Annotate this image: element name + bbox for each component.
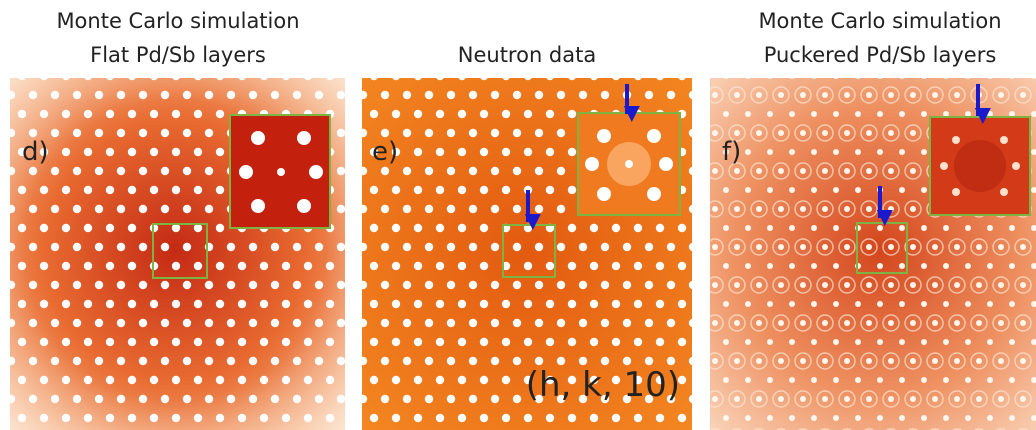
panel-e: Neutron data e) (h, k, 10) bbox=[362, 43, 692, 430]
panel-title: Monte Carlo simulation bbox=[56, 9, 299, 33]
inset bbox=[578, 113, 680, 215]
panel-f: Monte Carlo simulation Puckered Pd/Sb la… bbox=[710, 9, 1036, 430]
panel-label: f) bbox=[722, 137, 741, 167]
panel-title: Flat Pd/Sb layers bbox=[90, 43, 266, 67]
panel-d: Monte Carlo simulation Flat Pd/Sb layers… bbox=[10, 9, 345, 430]
panel-label: d) bbox=[22, 137, 49, 167]
panel-title: Monte Carlo simulation bbox=[758, 9, 1001, 33]
panel-title: Neutron data bbox=[458, 43, 596, 67]
panel-label: e) bbox=[372, 137, 398, 167]
inset bbox=[230, 115, 330, 228]
panel-title: Puckered Pd/Sb layers bbox=[764, 43, 997, 67]
annotation: (h, k, 10) bbox=[526, 365, 680, 405]
inset bbox=[930, 117, 1030, 215]
figure: Monte Carlo simulation Flat Pd/Sb layers… bbox=[0, 0, 1036, 430]
